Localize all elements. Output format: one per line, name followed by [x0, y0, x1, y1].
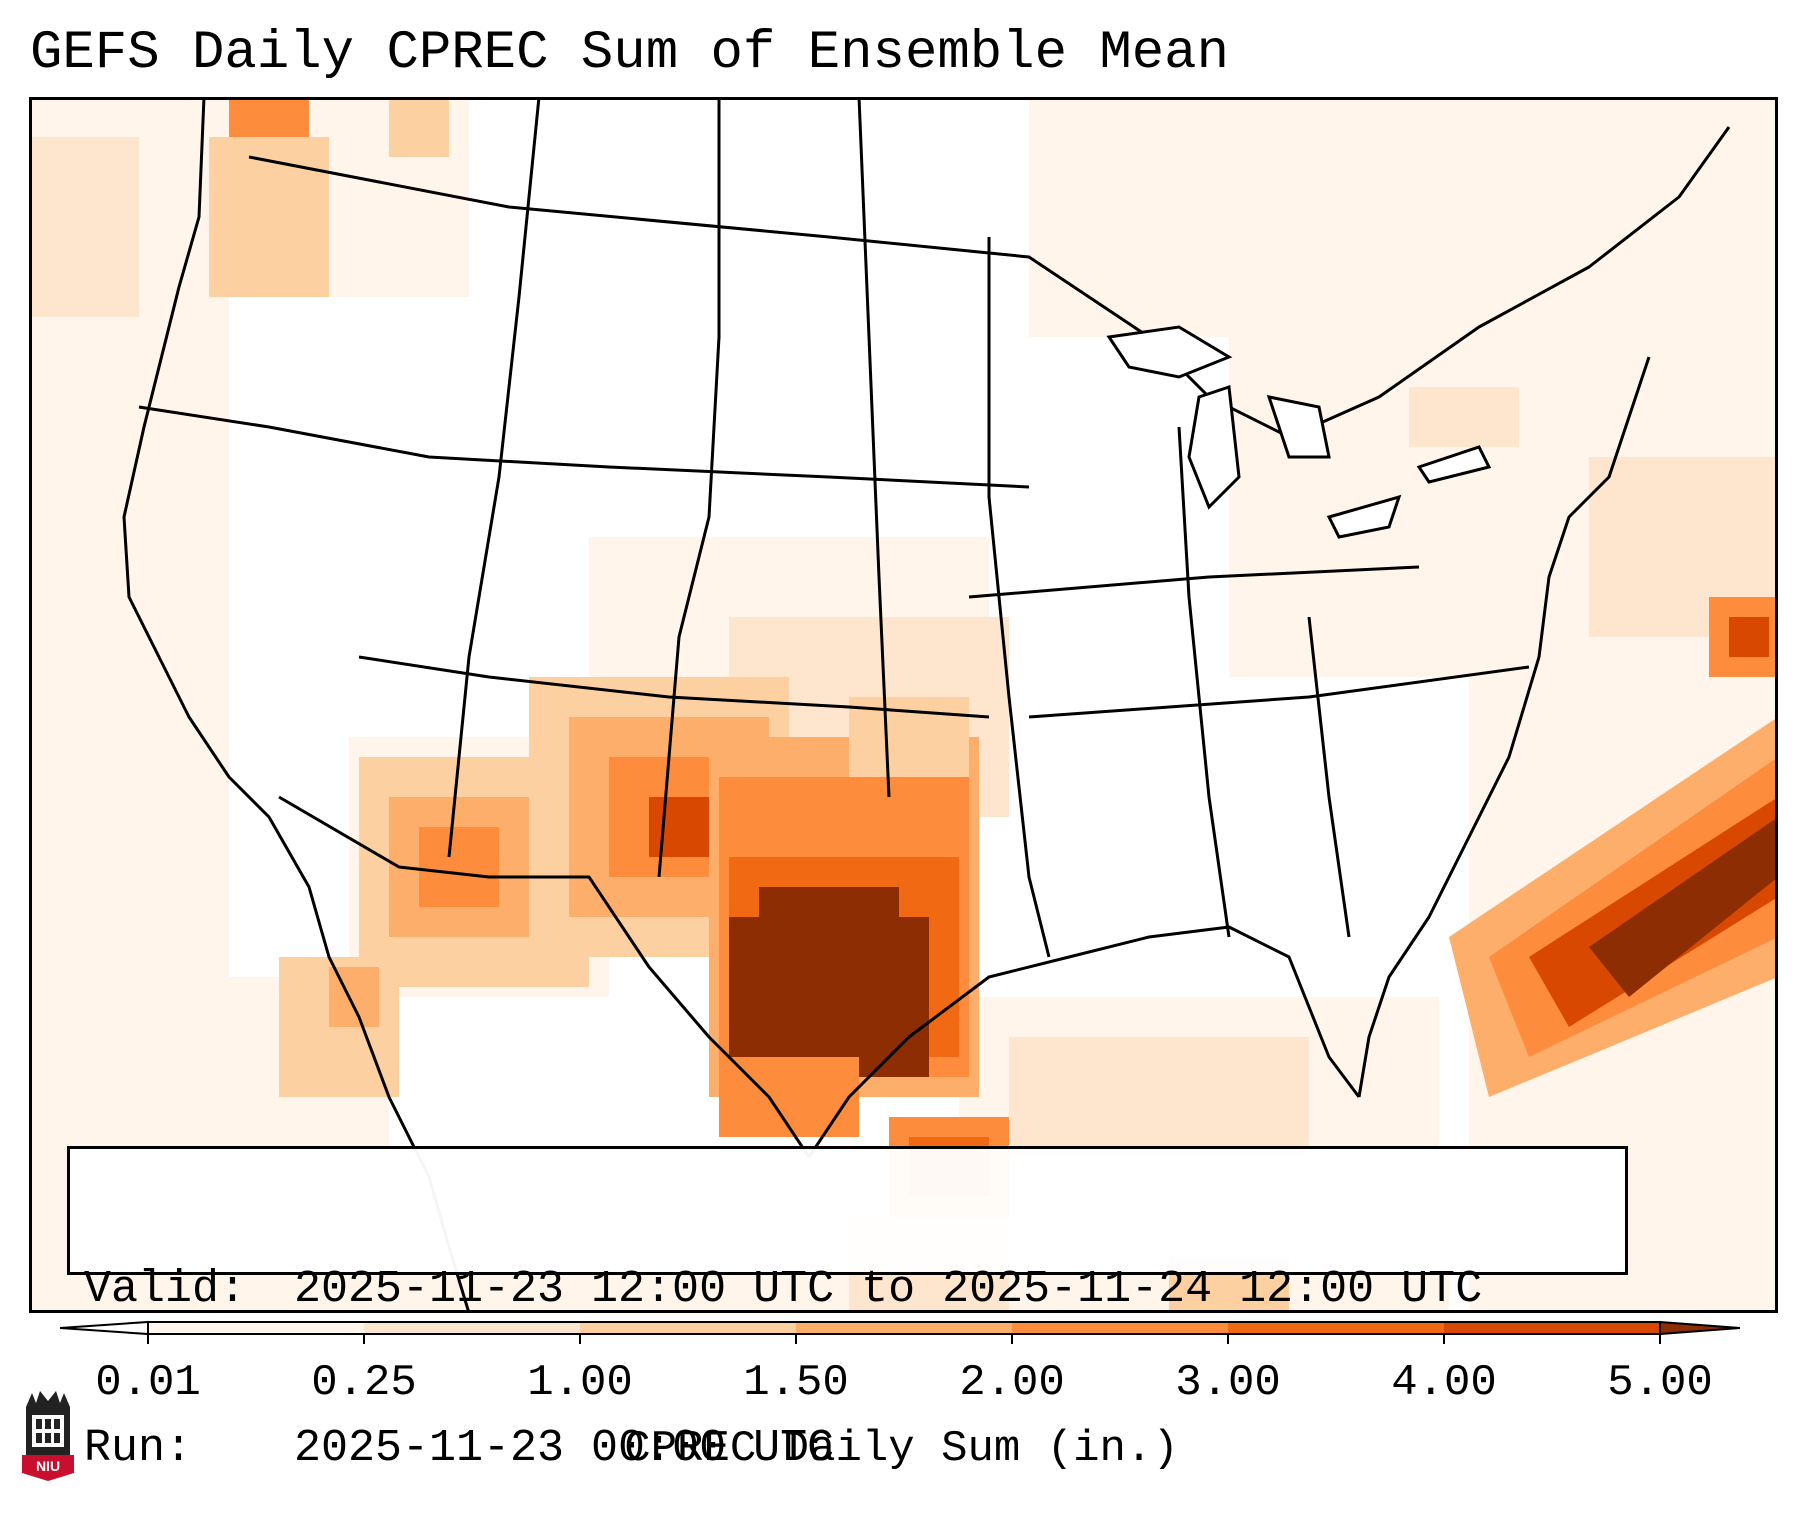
run-value: 2025-11-23 00:00 UTC	[294, 1423, 835, 1474]
colorbar-segment	[148, 1322, 364, 1334]
valid-label: Valid:	[84, 1264, 247, 1315]
great-lakes	[1106, 325, 1492, 539]
colorbar	[60, 1320, 1740, 1344]
map-title: GEFS Daily CPREC Sum of Ensemble Mean	[30, 23, 1229, 84]
colorbar-segment	[580, 1322, 796, 1334]
boundary-lines	[122, 97, 1731, 1313]
colorbar-segment	[1444, 1322, 1660, 1334]
colorbar-max-extension	[1659, 1320, 1740, 1336]
colorbar-tick-label: 0.25	[311, 1358, 417, 1408]
colorbar-tick-label: 5.00	[1607, 1358, 1713, 1408]
colorbar-segment	[796, 1322, 1012, 1334]
valid-run-info-box: Valid: 2025-11-23 12:00 UTC to 2025-11-2…	[67, 1146, 1628, 1474]
colorbar-tick-label: 4.00	[1391, 1358, 1497, 1408]
colorbar-label: CPREC Daily Sum (in.)	[624, 1424, 1179, 1474]
colorbar-segment	[1012, 1322, 1228, 1334]
colorbar-segment	[1228, 1322, 1444, 1334]
colorbar-tick-label: 2.00	[959, 1358, 1065, 1408]
colorbar-tick-label: 1.00	[527, 1358, 633, 1408]
precipitation-map	[29, 97, 1778, 1313]
valid-row: Valid: 2025-11-23 12:00 UTC to 2025-11-2…	[84, 1263, 1625, 1316]
colorbar-segment	[364, 1322, 580, 1334]
colorbar-tick-label: 1.50	[743, 1358, 849, 1408]
niu-logo: NIU	[22, 1391, 74, 1481]
colorbar-min-extension	[60, 1320, 149, 1336]
precip-field-atlantic	[1449, 597, 1778, 1097]
run-row: Run: 2025-11-23 00:00 UTC	[84, 1422, 1625, 1475]
colorbar-tick-label: 0.01	[95, 1358, 201, 1408]
precip-field-northwest	[209, 97, 449, 297]
logo-text: NIU	[36, 1458, 60, 1474]
colorbar-tick-label: 3.00	[1175, 1358, 1281, 1408]
run-label: Run:	[84, 1423, 193, 1474]
valid-value: 2025-11-23 12:00 UTC to 2025-11-24 12:00…	[294, 1264, 1483, 1315]
